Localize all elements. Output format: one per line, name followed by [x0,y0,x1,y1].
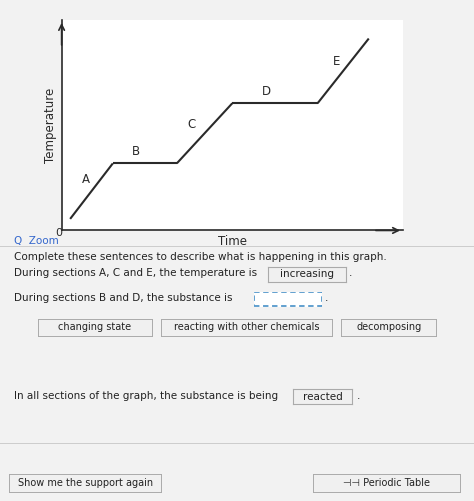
Text: C: C [188,118,196,131]
Text: A: A [82,173,91,186]
Text: decomposing: decomposing [356,322,421,332]
Text: .: . [348,268,352,278]
Text: D: D [262,85,271,98]
Text: B: B [132,145,140,158]
X-axis label: Time: Time [218,234,247,247]
Text: increasing: increasing [280,269,334,279]
Text: Complete these sentences to describe what is happening in this graph.: Complete these sentences to describe wha… [14,252,387,262]
Text: Q  Zoom: Q Zoom [14,236,59,246]
Text: During sections B and D, the substance is: During sections B and D, the substance i… [14,293,233,303]
Text: E: E [333,55,340,68]
Text: 0: 0 [55,228,63,238]
Text: Show me the support again: Show me the support again [18,478,153,488]
Text: ⊣⊣ Periodic Table: ⊣⊣ Periodic Table [343,478,430,488]
Text: reacting with other chemicals: reacting with other chemicals [174,322,319,332]
FancyBboxPatch shape [254,292,322,306]
Text: changing state: changing state [58,322,131,332]
Text: .: . [325,293,328,303]
Text: reacted: reacted [303,392,342,402]
Y-axis label: Temperature: Temperature [45,88,57,163]
Text: During sections A, C and E, the temperature is: During sections A, C and E, the temperat… [14,268,257,278]
Text: .: . [356,391,360,401]
Text: In all sections of the graph, the substance is being: In all sections of the graph, the substa… [14,391,278,401]
